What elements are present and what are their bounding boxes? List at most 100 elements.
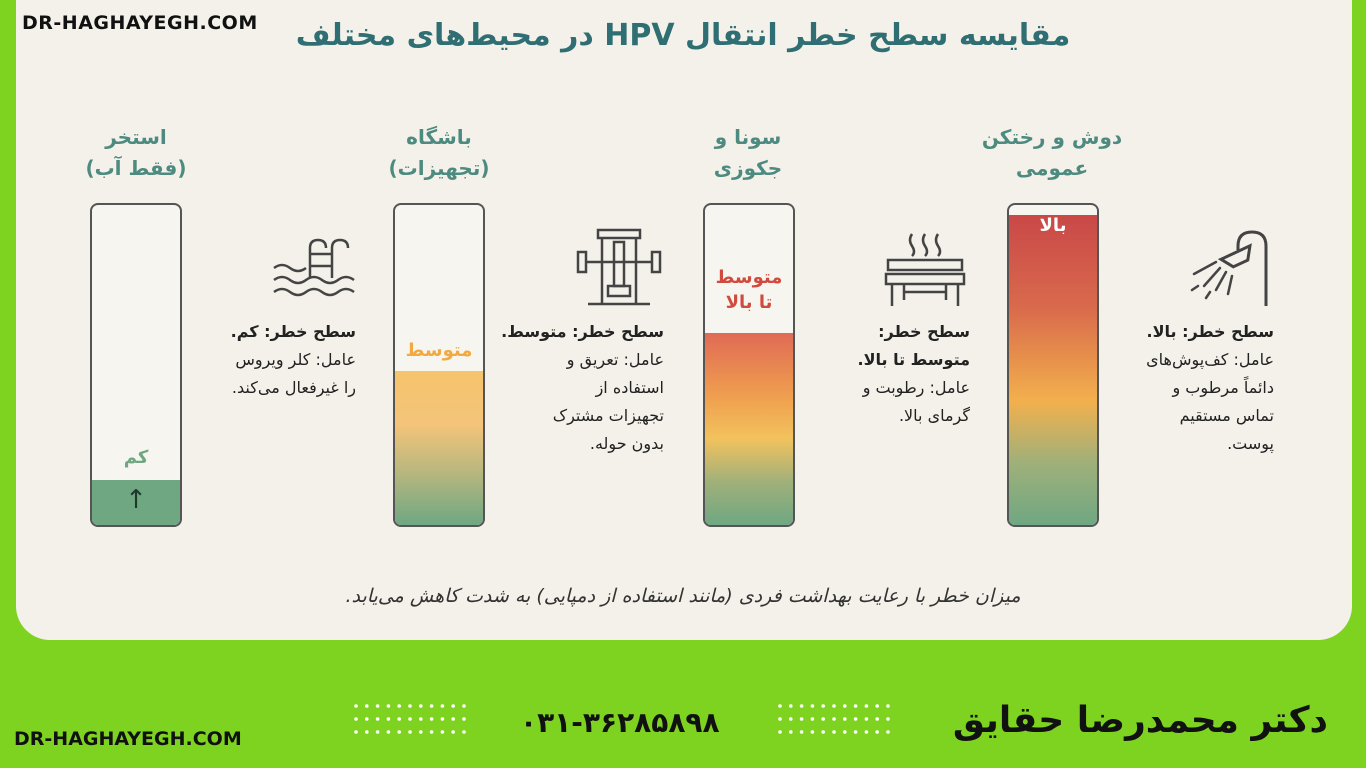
risk-description-sauna: سطح خطر: متوسط تا بالا. عامل: رطوبت و گر… xyxy=(857,322,971,425)
decorative-dot xyxy=(451,704,455,708)
decorative-dot xyxy=(354,704,358,708)
column-title-sauna: سونا و جکوزی xyxy=(713,125,783,180)
risk-level-label: بالا xyxy=(1039,215,1067,236)
decorative-dot xyxy=(419,704,423,708)
risk-bar-fill xyxy=(395,371,483,525)
decorative-dot xyxy=(451,730,455,734)
risk-bar-gym: متوسط xyxy=(393,203,485,527)
gym-machine-icon xyxy=(576,228,662,306)
decorative-dot xyxy=(408,730,412,734)
decorative-dot xyxy=(375,717,380,721)
decorative-dot xyxy=(821,717,825,721)
decorative-dot xyxy=(810,717,815,721)
decorative-dot xyxy=(864,704,869,708)
decorative-dot xyxy=(832,704,836,708)
hygiene-note: میزان خطر با رعایت بهداشت فردی (مانند اس… xyxy=(345,585,1021,607)
decorative-dot xyxy=(386,717,391,721)
column-title-gym: باشگاه (تجهیزات) xyxy=(388,125,490,180)
decorative-dot xyxy=(408,717,412,721)
decorative-dots-right xyxy=(778,704,890,734)
risk-level-label: متوسط تا بالا xyxy=(715,267,783,313)
decorative-dot xyxy=(821,730,825,734)
decorative-dot xyxy=(778,717,782,721)
decorative-dot xyxy=(810,730,815,734)
decorative-dot xyxy=(375,704,380,708)
risk-description-pool: سطح خطر: کم. عامل: کلر ویروس را غیرفعال … xyxy=(230,322,356,397)
decorative-dot xyxy=(799,717,804,721)
page-title: مقایسه سطح خطر انتقال HPV در محیط‌های مخ… xyxy=(295,18,1071,53)
decorative-dot xyxy=(386,730,391,734)
risk-description-gym: سطح خطر: متوسط. عامل: تعریق و استفاده از… xyxy=(501,322,664,453)
column-title-shower: دوش و رختکن عمومی xyxy=(981,125,1123,180)
decorative-dot xyxy=(429,717,434,721)
decorative-dot xyxy=(853,704,858,708)
decorative-dot xyxy=(365,717,369,721)
decorative-dot xyxy=(429,730,434,734)
watermark-top: DR-HAGHAYEGH.COM xyxy=(22,12,258,34)
decorative-dot xyxy=(799,704,804,708)
decorative-dot xyxy=(365,704,369,708)
column-title-pool: استخر (فقط آب) xyxy=(85,125,187,180)
decorative-dot xyxy=(440,704,445,708)
decorative-dot xyxy=(799,730,804,734)
decorative-dot xyxy=(789,730,793,734)
decorative-dot xyxy=(853,717,858,721)
risk-level-label: متوسط xyxy=(405,340,473,361)
decorative-dot xyxy=(886,730,890,734)
decorative-dots-left xyxy=(354,704,466,734)
decorative-dot xyxy=(397,717,401,721)
decorative-dot xyxy=(832,730,836,734)
infographic-card xyxy=(16,0,1352,640)
decorative-dot xyxy=(386,704,391,708)
decorative-dot xyxy=(462,730,466,734)
decorative-dot xyxy=(375,730,380,734)
decorative-dot xyxy=(354,717,358,721)
decorative-dot xyxy=(440,717,445,721)
pool-ladder-icon xyxy=(273,238,355,297)
decorative-dot xyxy=(886,717,890,721)
decorative-dot xyxy=(875,704,879,708)
decorative-dot xyxy=(419,717,423,721)
decorative-dot xyxy=(886,704,890,708)
decorative-dot xyxy=(397,704,401,708)
decorative-dot xyxy=(843,717,847,721)
decorative-dot xyxy=(440,730,445,734)
decorative-dot xyxy=(354,730,358,734)
risk-level-label: کم xyxy=(123,447,149,468)
risk-bar-fill: ↑ xyxy=(92,480,180,525)
footer-website: DR-HAGHAYEGH.COM xyxy=(14,728,242,750)
decorative-dot xyxy=(462,704,466,708)
decorative-dot xyxy=(419,730,423,734)
phone-number: ۰۳۱-۳۶۲۸۵۸۹۸ xyxy=(520,706,720,739)
decorative-dot xyxy=(789,717,793,721)
decorative-dot xyxy=(397,730,401,734)
decorative-dot xyxy=(462,717,466,721)
shower-icon xyxy=(1190,230,1268,306)
risk-bar-fill xyxy=(705,333,793,525)
sauna-bench-icon xyxy=(884,233,966,306)
decorative-dot xyxy=(853,730,858,734)
decorative-dot xyxy=(821,704,825,708)
decorative-dot xyxy=(778,730,782,734)
decorative-dot xyxy=(365,730,369,734)
risk-description-shower: سطح خطر: بالا. عامل: کف‌پوش‌های دائماً م… xyxy=(1146,322,1274,453)
up-arrow-icon: ↑ xyxy=(125,485,147,516)
decorative-dot xyxy=(864,717,869,721)
risk-bar-sauna: متوسط تا بالا xyxy=(703,203,795,527)
decorative-dot xyxy=(451,717,455,721)
doctor-name: دکتر محمدرضا حقایق xyxy=(952,700,1328,741)
decorative-dot xyxy=(864,730,869,734)
decorative-dot xyxy=(810,704,815,708)
decorative-dot xyxy=(408,704,412,708)
decorative-dot xyxy=(875,730,879,734)
risk-bar-fill xyxy=(1009,214,1097,525)
risk-bar-shower: بالا xyxy=(1007,203,1099,527)
risk-bar-pool: ↑ کم xyxy=(90,203,182,527)
decorative-dot xyxy=(789,704,793,708)
decorative-dot xyxy=(843,704,847,708)
decorative-dot xyxy=(429,704,434,708)
decorative-dot xyxy=(832,717,836,721)
decorative-dot xyxy=(778,704,782,708)
decorative-dot xyxy=(843,730,847,734)
decorative-dot xyxy=(875,717,879,721)
